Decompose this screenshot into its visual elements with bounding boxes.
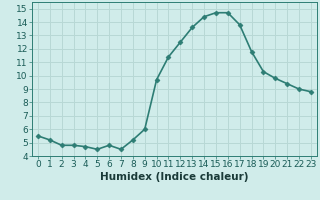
X-axis label: Humidex (Indice chaleur): Humidex (Indice chaleur) bbox=[100, 172, 249, 182]
